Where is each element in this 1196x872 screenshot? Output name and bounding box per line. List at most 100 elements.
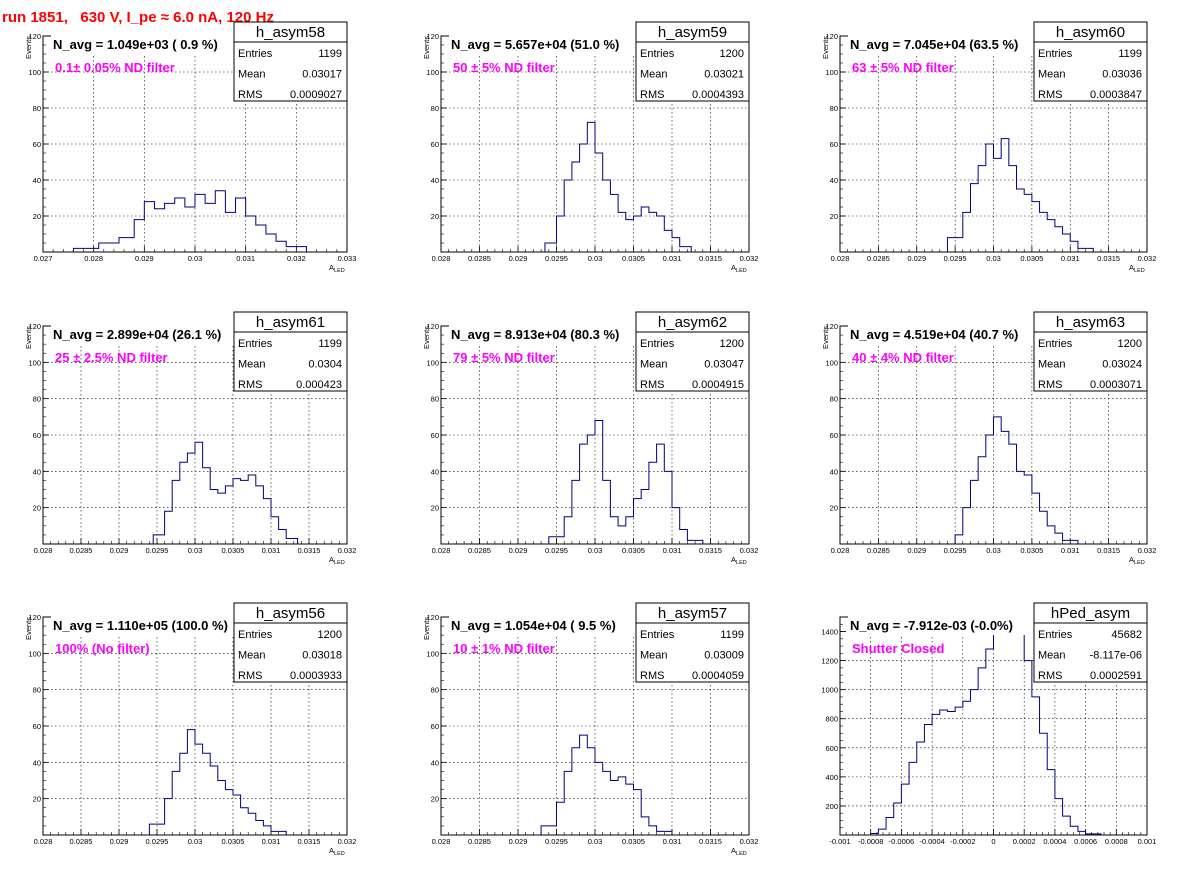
tick-label-x: 0.0295 bbox=[545, 254, 568, 263]
stats-value: 1199 bbox=[1118, 48, 1142, 60]
stats-label: RMS bbox=[640, 379, 664, 391]
stats-value: 0.03017 bbox=[302, 69, 342, 81]
tick-label-y: 80 bbox=[33, 395, 41, 404]
tick-label-x: 0.03 bbox=[588, 837, 603, 846]
stats-value: 0.0003933 bbox=[290, 670, 342, 682]
histogram-outline bbox=[148, 729, 287, 835]
navg-label: N_avg = 2.899e+04 (26.1 %) bbox=[53, 327, 221, 342]
stats-value: 1200 bbox=[720, 338, 744, 350]
tick-label-x: 0.0285 bbox=[70, 546, 93, 555]
stats-value: 1200 bbox=[1118, 338, 1142, 350]
tick-label-y: 120 bbox=[426, 613, 439, 622]
tick-label-y: 80 bbox=[431, 104, 439, 113]
tick-label-x: 0.031 bbox=[262, 837, 281, 846]
stats-label: Mean bbox=[238, 69, 266, 81]
stats-value: 0.0009027 bbox=[290, 89, 342, 101]
tick-label-x: 0.029 bbox=[907, 546, 926, 555]
tick-label-y: 60 bbox=[33, 140, 41, 149]
axis-label-y: Events bbox=[422, 326, 431, 349]
tick-label-y: 40 bbox=[830, 467, 838, 476]
tick-label-x: 0.0295 bbox=[146, 546, 169, 555]
tick-label-y: 800 bbox=[825, 715, 838, 724]
filter-label: 10 ± 1% ND filter bbox=[453, 641, 555, 656]
stats-label: RMS bbox=[640, 670, 664, 682]
stats-label: Mean bbox=[238, 359, 266, 371]
tick-label-x: -0.0004 bbox=[919, 837, 944, 846]
axis-label-x: ALED bbox=[329, 846, 345, 857]
tick-label-y: 120 bbox=[28, 32, 41, 41]
stats-box bbox=[1033, 311, 1148, 392]
stats-label: Entries bbox=[1038, 629, 1073, 641]
tick-label-y: 1200 bbox=[821, 657, 838, 666]
tick-label-y: 100 bbox=[825, 358, 838, 367]
tick-label-x: 0.032 bbox=[740, 837, 759, 846]
stats-label: Mean bbox=[640, 359, 668, 371]
axis-label-x-subscript: LED bbox=[334, 851, 345, 857]
stats-value: 0.03018 bbox=[302, 650, 342, 662]
tick-label-x: 0.033 bbox=[338, 254, 357, 263]
tick-label-x: 0.0285 bbox=[70, 837, 93, 846]
tick-label-x: 0.0305 bbox=[622, 254, 645, 263]
tick-label-x: -0.0008 bbox=[858, 837, 883, 846]
navg-box bbox=[848, 35, 1034, 54]
tick-label-y: 60 bbox=[431, 722, 439, 731]
axis-label-x-subscript: LED bbox=[1134, 268, 1145, 274]
tick-label-y: 20 bbox=[33, 212, 41, 221]
navg-box bbox=[51, 616, 234, 635]
histogram-outline bbox=[544, 121, 692, 252]
tick-label-y: 100 bbox=[28, 68, 41, 77]
stats-label: Entries bbox=[1038, 48, 1073, 60]
tick-label-y: 40 bbox=[33, 467, 41, 476]
axis-label-x: ALED bbox=[731, 555, 747, 566]
tick-label-y: 80 bbox=[830, 395, 838, 404]
stats-value: 1199 bbox=[318, 48, 342, 60]
stats-label: Entries bbox=[640, 338, 675, 350]
tick-label-x: 0.028 bbox=[34, 546, 53, 555]
filter-label: 79 ± 5% ND filter bbox=[453, 350, 555, 365]
tick-label-x: 0.0285 bbox=[468, 546, 491, 555]
tick-label-x: 0.029 bbox=[110, 546, 129, 555]
axis-label-y: Events bbox=[24, 36, 33, 59]
tick-label-y: 120 bbox=[28, 322, 41, 331]
tick-label-y: 40 bbox=[431, 758, 439, 767]
tick-label-x: -0.001 bbox=[829, 837, 850, 846]
histogram-panel-h_asym58: 0.027 0.028 0.029 0.03 0.031 0.032 0.033 20 40 60… bbox=[24, 21, 357, 274]
tick-label-x: 0.0315 bbox=[699, 837, 722, 846]
stats-box bbox=[1033, 602, 1148, 683]
tick-label-x: 0.032 bbox=[1138, 546, 1157, 555]
stats-value: 1200 bbox=[720, 48, 744, 60]
tick-label-y: 60 bbox=[830, 140, 838, 149]
axis-label-x-subscript: LED bbox=[334, 268, 345, 274]
navg-box bbox=[449, 35, 636, 54]
histogram-outline bbox=[152, 441, 299, 544]
tick-label-y: 80 bbox=[431, 395, 439, 404]
tick-label-x: 0.029 bbox=[509, 254, 528, 263]
stats-title: h_asym58 bbox=[256, 24, 325, 41]
tick-label-x: 0.027 bbox=[34, 254, 53, 263]
stats-box bbox=[233, 311, 348, 392]
stats-title: h_asym63 bbox=[1056, 314, 1125, 331]
filter-label: 40 ± 4% ND filter bbox=[852, 350, 954, 365]
stats-label: RMS bbox=[1038, 670, 1062, 682]
tick-label-y: 20 bbox=[431, 504, 439, 513]
stats-value: 0.03024 bbox=[1102, 359, 1142, 371]
stats-label: Mean bbox=[640, 650, 668, 662]
stats-value: 0.03036 bbox=[1102, 69, 1142, 81]
stats-value: 0.0002591 bbox=[1090, 670, 1142, 682]
tick-label-x: 0.0315 bbox=[1097, 254, 1120, 263]
navg-label: N_avg = -7.912e-03 (-0.0%) bbox=[850, 618, 1013, 633]
stats-label: Mean bbox=[1038, 650, 1066, 662]
navg-box bbox=[51, 35, 234, 54]
tick-label-x: 0.029 bbox=[907, 254, 926, 263]
stats-label: Mean bbox=[238, 650, 266, 662]
histogram-panel-h_asym57: 0.028 0.0285 0.029 0.0295 0.03 0.0305 0.031 0.0… bbox=[422, 602, 759, 857]
navg-box bbox=[449, 325, 636, 344]
stats-value: 1200 bbox=[318, 629, 342, 641]
stats-title: hPed_asym bbox=[1051, 605, 1130, 622]
tick-label-x: 0.0285 bbox=[867, 546, 890, 555]
stats-box bbox=[233, 21, 348, 102]
tick-label-x: 0.03 bbox=[188, 546, 203, 555]
axis-label-x: ALED bbox=[731, 263, 747, 274]
tick-label-y: 20 bbox=[33, 504, 41, 513]
stats-label: Entries bbox=[640, 629, 675, 641]
